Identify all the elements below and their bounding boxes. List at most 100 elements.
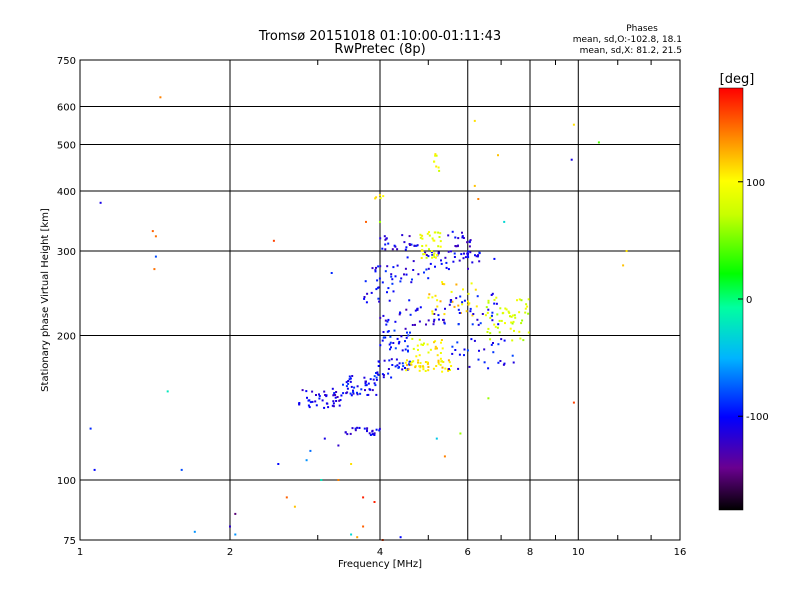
data-point bbox=[386, 265, 389, 268]
data-point bbox=[495, 296, 498, 299]
data-point bbox=[193, 530, 196, 533]
data-point bbox=[345, 385, 348, 388]
data-point bbox=[434, 294, 437, 297]
data-point bbox=[434, 340, 437, 343]
data-point bbox=[460, 253, 463, 256]
data-point bbox=[365, 301, 368, 304]
data-point bbox=[493, 302, 496, 305]
data-point bbox=[376, 373, 379, 376]
data-point bbox=[478, 260, 481, 263]
data-point bbox=[387, 287, 390, 290]
data-point bbox=[360, 388, 363, 391]
data-point bbox=[448, 368, 450, 370]
data-point bbox=[378, 429, 381, 432]
x-tick-label: 1 bbox=[77, 547, 83, 558]
data-point bbox=[375, 376, 378, 379]
data-point bbox=[400, 277, 403, 280]
data-point bbox=[392, 290, 395, 293]
data-point bbox=[154, 255, 157, 258]
data-point bbox=[470, 338, 473, 341]
data-point bbox=[441, 370, 444, 373]
data-point bbox=[467, 303, 470, 306]
data-point bbox=[384, 243, 387, 246]
data-point bbox=[453, 305, 456, 308]
data-point bbox=[474, 288, 477, 291]
data-point bbox=[456, 245, 459, 248]
data-point bbox=[475, 305, 478, 308]
data-point bbox=[439, 240, 442, 243]
data-point bbox=[504, 307, 507, 310]
data-point bbox=[305, 390, 308, 393]
data-point bbox=[311, 400, 314, 403]
data-point bbox=[363, 296, 366, 298]
data-point bbox=[458, 353, 461, 356]
grid-lines bbox=[80, 60, 680, 540]
data-point bbox=[387, 318, 390, 321]
data-point bbox=[419, 362, 422, 364]
data-point bbox=[394, 275, 397, 278]
data-point bbox=[320, 479, 323, 481]
data-point bbox=[327, 406, 330, 409]
y-tick-label: 100 bbox=[57, 476, 76, 487]
data-point bbox=[455, 297, 458, 300]
data-point bbox=[466, 254, 469, 257]
data-point bbox=[93, 468, 96, 471]
data-point bbox=[473, 119, 476, 122]
data-point bbox=[426, 361, 429, 364]
data-point bbox=[384, 319, 387, 322]
data-point bbox=[354, 427, 357, 430]
data-point bbox=[493, 323, 496, 326]
chart-title: Tromsø 20151018 01:10:00-01:11:43 bbox=[258, 29, 501, 44]
data-point bbox=[420, 257, 423, 259]
data-point bbox=[324, 394, 327, 396]
data-point bbox=[315, 404, 318, 407]
data-point bbox=[477, 198, 480, 200]
data-point bbox=[234, 512, 237, 515]
data-point bbox=[511, 314, 514, 317]
data-point bbox=[390, 273, 393, 276]
data-point bbox=[443, 321, 446, 324]
data-point bbox=[315, 394, 317, 396]
data-point bbox=[439, 352, 442, 354]
data-point bbox=[419, 366, 422, 369]
data-point bbox=[435, 165, 438, 168]
data-point bbox=[379, 344, 382, 347]
data-point bbox=[347, 380, 350, 382]
data-point bbox=[356, 536, 359, 539]
data-point bbox=[396, 337, 399, 340]
data-point bbox=[346, 387, 349, 390]
data-point bbox=[461, 236, 464, 239]
colorbar-tick-label: -100 bbox=[746, 412, 769, 423]
data-point bbox=[437, 166, 440, 169]
data-point bbox=[390, 376, 393, 379]
data-point bbox=[440, 259, 442, 262]
data-point bbox=[483, 348, 486, 351]
data-point bbox=[375, 372, 377, 374]
data-point bbox=[434, 308, 437, 311]
data-point bbox=[382, 314, 385, 317]
data-point bbox=[332, 405, 335, 408]
data-point bbox=[371, 433, 374, 436]
data-point bbox=[450, 365, 453, 367]
data-point bbox=[507, 310, 510, 313]
data-point bbox=[406, 331, 408, 334]
data-point bbox=[364, 382, 367, 384]
data-point bbox=[462, 288, 464, 291]
data-point bbox=[414, 323, 416, 326]
data-point bbox=[463, 299, 466, 302]
data-point bbox=[403, 273, 405, 276]
data-point bbox=[459, 295, 462, 298]
data-point bbox=[489, 332, 492, 335]
data-point bbox=[449, 300, 452, 303]
data-point bbox=[339, 399, 342, 401]
data-point bbox=[526, 305, 529, 308]
data-point bbox=[431, 312, 434, 315]
data-point bbox=[374, 384, 377, 387]
data-point bbox=[468, 240, 471, 243]
data-point bbox=[373, 382, 376, 385]
data-point bbox=[403, 241, 406, 244]
data-point bbox=[411, 278, 413, 281]
data-point bbox=[421, 237, 424, 240]
data-point bbox=[425, 254, 428, 256]
data-point bbox=[436, 354, 439, 357]
